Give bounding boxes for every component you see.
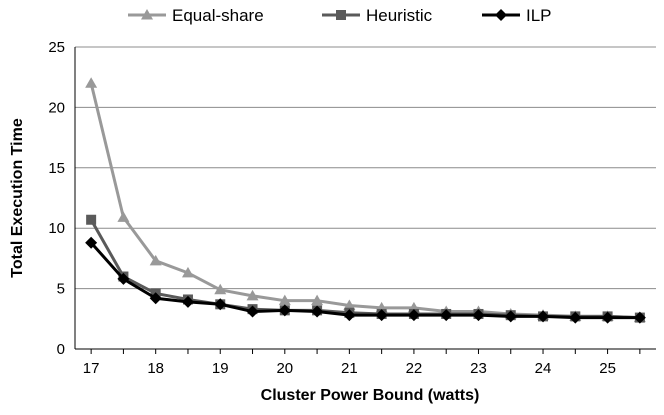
data-point-ilp-11: [440, 309, 453, 322]
y-tick-label-15: 15: [48, 160, 65, 177]
data-point-ilp-14: [537, 310, 550, 323]
x-tick-label-17: 17: [83, 360, 100, 377]
series-equal-share: [85, 77, 646, 323]
data-point-ilp-9: [375, 309, 388, 322]
y-tick-label-5: 5: [57, 281, 65, 298]
x-tick-label-23: 23: [470, 360, 487, 377]
legend-marker-ilp: [495, 9, 507, 21]
data-point-ilp-16: [601, 311, 614, 324]
x-tick-label-22: 22: [406, 360, 423, 377]
series-layer: [85, 77, 646, 324]
y-tick-label-0: 0: [57, 341, 65, 358]
data-point-equal-share-1: [117, 211, 130, 222]
x-tick-label-19: 19: [212, 360, 229, 377]
data-point-ilp-17: [633, 311, 646, 324]
legend-label-heuristic: Heuristic: [366, 6, 433, 25]
data-point-ilp-5: [246, 305, 259, 318]
x-tick-label-21: 21: [341, 360, 358, 377]
data-point-equal-share-3: [181, 266, 194, 278]
x-axis-title: Cluster Power Bound (watts): [261, 387, 480, 404]
x-axis: 17 18 19 20 21 22 23 24 25: [75, 348, 656, 377]
x-tick-label-25: 25: [599, 360, 616, 377]
data-point-equal-share-7: [311, 294, 324, 306]
y-tick-label-10: 10: [48, 220, 65, 237]
legend: Equal-share Heuristic ILP: [128, 6, 552, 25]
legend-marker-equal-share: [141, 9, 153, 20]
y-axis-title: Total Execution Time: [9, 118, 26, 278]
data-point-ilp-7: [311, 305, 324, 318]
series-ilp: [85, 236, 646, 324]
data-point-equal-share-0: [85, 77, 98, 88]
x-tick-label-20: 20: [276, 360, 293, 377]
data-point-ilp-15: [569, 311, 582, 324]
data-point-ilp-4: [214, 298, 227, 311]
data-point-ilp-8: [343, 309, 356, 322]
x-tick-label-18: 18: [147, 360, 164, 377]
data-point-equal-share-8: [343, 299, 356, 311]
data-point-ilp-0: [85, 236, 98, 249]
x-tick-label-24: 24: [535, 360, 552, 377]
data-point-ilp-2: [149, 292, 162, 305]
data-point-equal-share-4: [214, 283, 227, 295]
legend-label-equal-share: Equal-share: [172, 6, 264, 25]
data-point-ilp-3: [181, 295, 194, 308]
data-point-ilp-12: [472, 309, 485, 322]
legend-label-ilp: ILP: [526, 6, 552, 25]
legend-marker-heuristic: [336, 10, 346, 20]
data-point-ilp-10: [407, 309, 420, 322]
data-point-equal-share-6: [278, 294, 291, 306]
data-point-heuristic-0: [86, 214, 97, 225]
y-tick-label-25: 25: [48, 39, 65, 56]
y-axis: 0 5 10 15 20 25: [48, 39, 76, 358]
data-point-equal-share-5: [246, 289, 259, 301]
series-line-equal-share: [89, 82, 640, 320]
data-point-ilp-1: [117, 272, 130, 285]
gridlines: [75, 46, 656, 290]
data-point-equal-share-2: [149, 254, 162, 266]
data-point-ilp-13: [504, 310, 517, 323]
y-tick-label-20: 20: [48, 99, 65, 116]
data-point-ilp-6: [278, 304, 291, 317]
